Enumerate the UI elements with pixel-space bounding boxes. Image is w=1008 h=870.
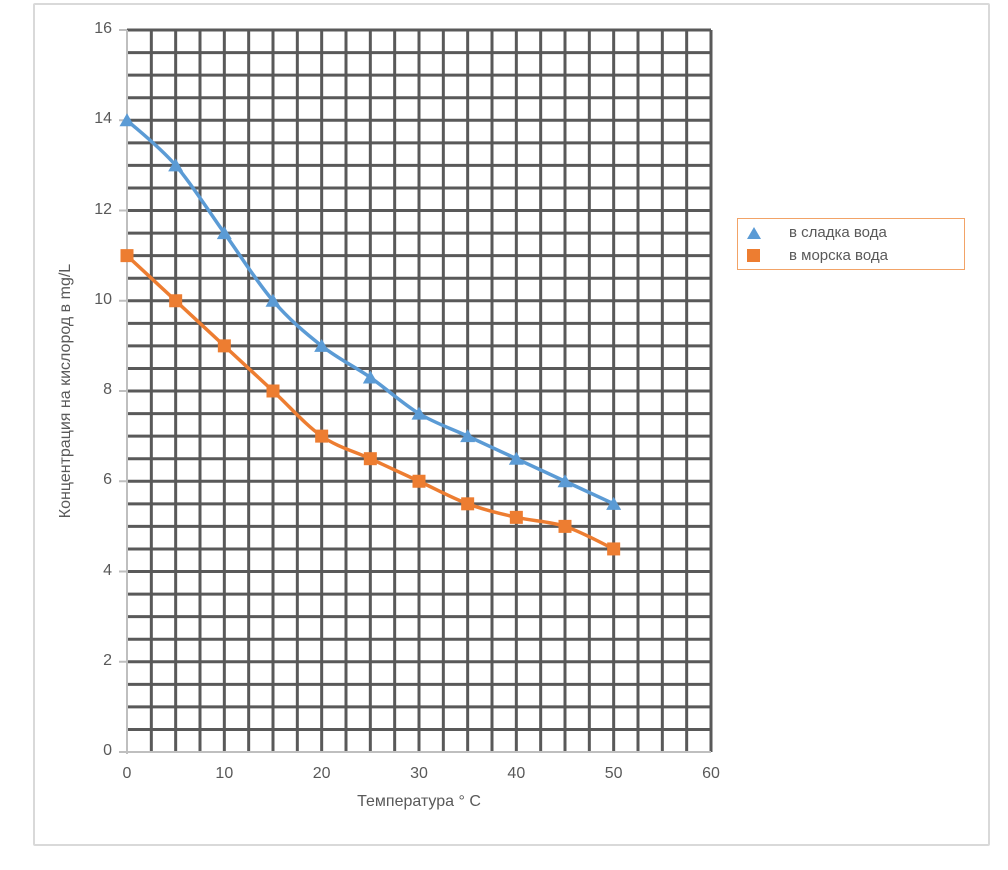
- legend-item-fresh-water: в сладка вода: [746, 221, 964, 244]
- legend-label: в сладка вода: [789, 224, 887, 241]
- x-tick-label: 0: [122, 765, 132, 782]
- series-line-0: [125, 118, 616, 506]
- x-axis-title: Температура ° C: [357, 793, 481, 810]
- y-tick-label: 16: [94, 20, 112, 37]
- x-tick-label: 40: [507, 765, 526, 782]
- gridlines: [127, 28, 713, 752]
- x-tick-label: 50: [604, 765, 623, 782]
- y-tick-label: 2: [103, 651, 112, 669]
- series-markers-1: [120, 249, 621, 556]
- legend: в сладка вода в морска вода: [737, 218, 965, 270]
- triangle-marker-icon: [746, 226, 761, 240]
- y-tick-label: 0: [103, 742, 112, 759]
- y-tick-label: 12: [94, 200, 112, 218]
- y-tick-label: 14: [94, 110, 112, 128]
- y-axis-title: Концентрация на кислород в mg/L: [57, 263, 74, 519]
- y-tick-label: 4: [103, 561, 112, 579]
- x-tick-label: 60: [702, 765, 720, 782]
- legend-label: в морска вода: [789, 247, 888, 264]
- x-tick-label: 10: [215, 765, 234, 782]
- legend-item-sea-water: в морска вода: [746, 244, 964, 267]
- y-tick-label: 6: [103, 471, 112, 489]
- y-tick-label: 10: [94, 290, 112, 308]
- chart-frame: 0 2 4 6 8 10 12 14 16 0 10 20 30 40 50 60 Температура …: [33, 3, 990, 846]
- y-tick-label: 8: [103, 381, 112, 398]
- x-tick-label: 20: [312, 765, 331, 782]
- axes: [119, 29, 711, 754]
- chart-plot-area: [119, 28, 713, 754]
- x-tick-label: 30: [410, 765, 428, 782]
- square-marker-icon: [746, 249, 761, 263]
- series-markers-0: [119, 113, 622, 510]
